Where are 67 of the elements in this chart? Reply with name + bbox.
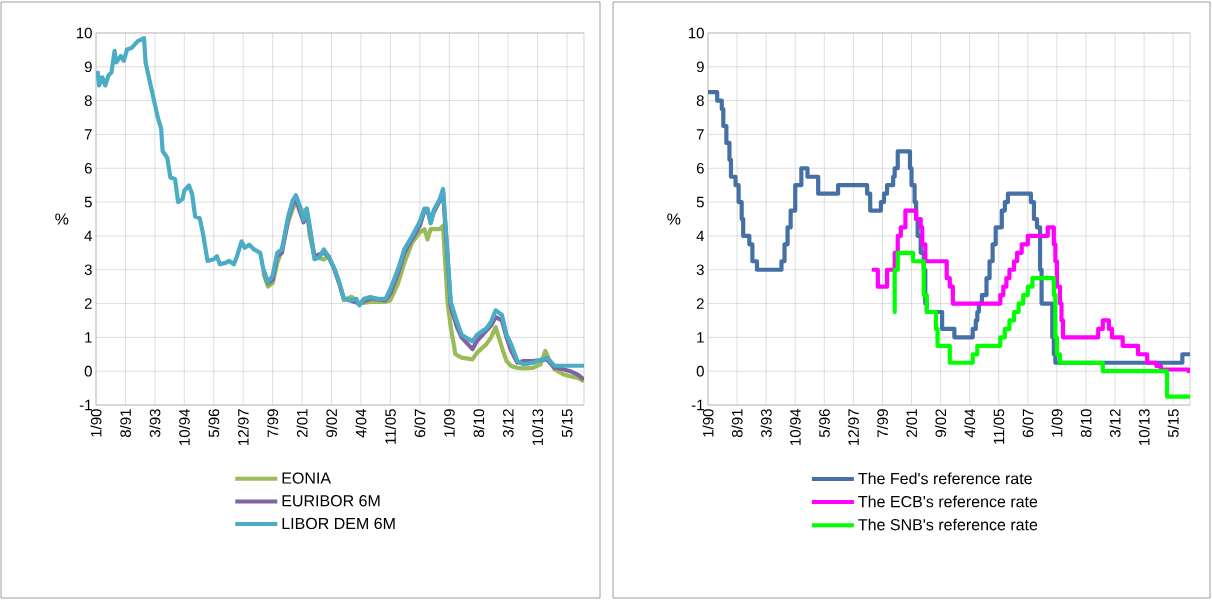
x-tick-label: 1/09: [443, 409, 455, 437]
y-tick-label: 9: [84, 61, 92, 73]
y-tick-label: 0: [84, 365, 92, 377]
line-series: [96, 35, 585, 368]
y-tick-label: 2: [696, 298, 704, 309]
x-tick-label: 8/91: [731, 409, 743, 438]
x-tick-label: 8/10: [1080, 409, 1092, 438]
legend-label: LIBOR DEM 6M: [282, 517, 395, 530]
x-tick-label: 3/93: [149, 409, 161, 438]
x-tick-label: 4/04: [355, 408, 367, 438]
legend-label: The SNB's reference rate: [858, 518, 1038, 531]
x-tick-label: 1/90: [702, 409, 714, 437]
x-tick-label: 9/02: [325, 409, 337, 438]
legend-label: EONIA: [282, 472, 332, 484]
y-axis-title: %: [55, 213, 69, 225]
x-tick-label: 8/10: [473, 409, 485, 438]
y-tick-label: 9: [696, 61, 704, 73]
x-tick-label: 2/01: [906, 409, 918, 437]
x-tick-label: 6/07: [414, 409, 426, 437]
y-tick-label: -1: [691, 399, 704, 411]
x-tick-label: 7/99: [267, 409, 279, 437]
y-tick-label: 2: [84, 298, 92, 309]
y-tick-label: 3: [84, 264, 92, 276]
y-tick-label: 0: [696, 365, 704, 377]
y-tick-label: 5: [84, 196, 92, 208]
x-tick-label: 8/91: [119, 409, 131, 438]
legend-label: The Fed's reference rate: [858, 472, 1032, 485]
y-axis-title: %: [667, 213, 681, 225]
x-tick-label: 10/13: [1138, 409, 1150, 445]
y-tick-label: 7: [696, 129, 704, 140]
x-tick-label: 3/12: [1109, 409, 1121, 438]
y-tick-label: 1: [85, 332, 92, 343]
x-tick-label: 10/94: [789, 408, 801, 445]
x-tick-label: 9/02: [935, 409, 947, 438]
x-tick-label: 12/97: [847, 409, 859, 445]
x-tick-label: 10/94: [178, 408, 190, 445]
x-tick-label: 5/96: [818, 409, 830, 438]
y-tick-label: 5: [696, 196, 704, 208]
x-tick-label: 5/15: [1167, 409, 1179, 438]
y-tick-label: 10: [688, 27, 704, 39]
y-tick-label: 4: [84, 230, 93, 242]
x-tick-label: 4/04: [964, 408, 976, 438]
x-tick-label: 2/01: [296, 409, 308, 437]
legend-label: The ECB's reference rate: [858, 495, 1038, 508]
x-tick-label: 3/12: [502, 409, 514, 438]
x-tick-label: 6/07: [1022, 409, 1034, 437]
x-tick-label: 7/99: [876, 409, 888, 437]
x-tick-label: 10/13: [532, 409, 544, 445]
y-tick-label: 7: [84, 129, 92, 140]
x-tick-label: 1/90: [90, 409, 102, 437]
x-tick-label: 5/15: [561, 409, 573, 438]
y-tick-label: 1: [697, 332, 704, 343]
y-tick-label: 8: [84, 95, 92, 106]
x-tick-label: 1/09: [1051, 409, 1063, 437]
y-tick-label: 10: [76, 27, 92, 39]
x-tick-label: 11/05: [993, 409, 1005, 444]
x-tick-label: 3/93: [760, 409, 772, 438]
x-tick-label: 11/05: [384, 409, 396, 444]
x-tick-label: 5/96: [208, 409, 220, 438]
y-tick-label: 3: [696, 264, 704, 276]
legend-label: EURIBOR 6M: [282, 495, 380, 507]
y-tick-label: 8: [696, 95, 704, 106]
y-tick-label: 6: [84, 162, 92, 174]
y-tick-label: 4: [696, 230, 705, 242]
y-tick-label: 6: [696, 162, 704, 174]
x-tick-label: 12/97: [237, 409, 249, 445]
y-tick-label: -1: [79, 399, 92, 411]
